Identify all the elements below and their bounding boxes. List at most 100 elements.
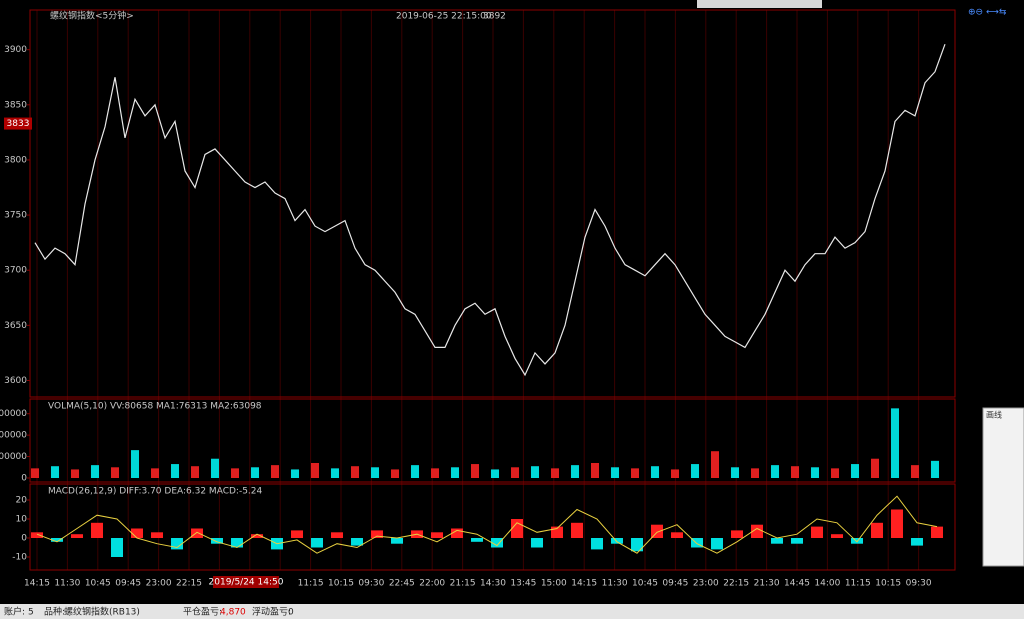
macd-bar xyxy=(211,538,223,544)
x-tick-label: 14:30 xyxy=(480,579,506,589)
macd-bar xyxy=(771,538,783,544)
macd-bar xyxy=(931,526,943,538)
macd-bar xyxy=(391,538,403,544)
y-tick-label: 3850 xyxy=(4,100,27,110)
cursor-label: 2019/5/24 14:50 xyxy=(209,578,284,588)
x-tick-label: 22:45 xyxy=(389,579,415,589)
macd-bar xyxy=(651,524,663,538)
volume-bar xyxy=(751,468,759,478)
macd-bar xyxy=(431,532,443,538)
y-tick-label: 3800 xyxy=(4,155,27,165)
volume-bar xyxy=(871,458,879,478)
y-tick-label: 400000 xyxy=(0,431,27,441)
y-tick-label: 200000 xyxy=(0,452,27,462)
x-tick-label: 14:15 xyxy=(571,579,597,589)
y-tick-label: 600000 xyxy=(0,409,27,419)
macd-bar xyxy=(551,526,563,538)
diff-line xyxy=(36,495,938,554)
volume-bar xyxy=(451,467,459,478)
macd-bar xyxy=(631,538,643,552)
volume-bar xyxy=(291,469,299,478)
macd-bar xyxy=(911,538,923,546)
macd-bar xyxy=(171,538,183,550)
volume-bar xyxy=(511,467,519,478)
macd-frame xyxy=(29,483,956,571)
volume-bar xyxy=(691,464,699,478)
macd-bar xyxy=(91,522,103,538)
pnl: 4,870 xyxy=(220,608,246,618)
macd-bar xyxy=(51,538,63,542)
macd-label: MACD(26,12,9) DIFF:3.70 DEA:6.32 MACD:-5… xyxy=(48,487,263,497)
x-tick-label: 09:45 xyxy=(662,579,688,589)
macd-bar xyxy=(251,534,263,538)
y-tick-label: 3650 xyxy=(4,321,27,331)
x-tick-label: 10:15 xyxy=(328,579,354,589)
account[interactable]: 5 xyxy=(28,608,34,618)
volume-bar xyxy=(891,408,899,478)
x-tick-label: 11:15 xyxy=(845,579,871,589)
volume-bar xyxy=(571,465,579,478)
volume-bar xyxy=(671,469,679,478)
account-label: 账户: xyxy=(4,606,25,618)
macd-bar xyxy=(151,532,163,538)
zoom-icons[interactable]: ⊕⊖ ⟷⇆ xyxy=(968,8,1007,18)
volume-bar xyxy=(231,468,239,478)
volume-bar xyxy=(131,450,139,478)
zoom-icon[interactable]: ⊕⊖ ⟷⇆ xyxy=(968,8,1007,18)
volume-bar xyxy=(151,468,159,478)
macd-bar xyxy=(491,538,503,548)
volume-bar xyxy=(551,468,559,478)
volume-bar xyxy=(591,463,599,478)
macd-bar xyxy=(31,532,43,538)
x-tick-label: 14:00 xyxy=(814,579,840,589)
price-line xyxy=(34,43,946,377)
volume-bar xyxy=(771,465,779,478)
macd-bar xyxy=(291,530,303,538)
macd-bar xyxy=(751,524,763,538)
toolbar[interactable] xyxy=(697,0,822,8)
macd-bar xyxy=(351,538,363,546)
macd-bar xyxy=(571,522,583,538)
macd-bar xyxy=(191,528,203,538)
float: 0 xyxy=(288,608,294,618)
y-tick-label: 0 xyxy=(21,534,27,544)
volume-bar xyxy=(411,465,419,478)
cursor-label-bg xyxy=(213,576,279,588)
volume-bar xyxy=(471,464,479,478)
macd-bar xyxy=(371,530,383,538)
volume-bar xyxy=(71,469,79,478)
current-price: 3833 xyxy=(7,119,30,129)
volume-bar xyxy=(911,465,919,478)
x-tick-label: 23:00 xyxy=(693,579,719,589)
y-tick-label: 3900 xyxy=(4,45,27,55)
macd-bar xyxy=(811,526,823,538)
volume-bar xyxy=(371,467,379,478)
volume-bar xyxy=(391,469,399,478)
x-tick-label: 13:45 xyxy=(510,579,536,589)
y-tick-label: 20 xyxy=(16,496,28,506)
volume-bar xyxy=(531,466,539,478)
x-tick-label: 10:15 xyxy=(875,579,901,589)
volume-bar xyxy=(931,460,939,478)
volume-bar xyxy=(171,464,179,478)
x-tick-label: 15:00 xyxy=(541,579,567,589)
x-tick-label: 14:45 xyxy=(784,579,810,589)
drawing-panel xyxy=(982,407,1024,567)
x-tick-label: 23:00 xyxy=(146,579,172,589)
x-tick-label: 10:45 xyxy=(632,579,658,589)
macd-bar xyxy=(671,532,683,538)
volume-bar xyxy=(651,466,659,478)
macd-bar xyxy=(111,538,123,557)
macd-bar xyxy=(851,538,863,544)
y-tick-label: 3600 xyxy=(4,376,27,386)
macd-bar xyxy=(731,530,743,538)
pnl-label: 平仓盈亏: xyxy=(183,606,222,618)
x-tick-label: 10:45 xyxy=(85,579,111,589)
float-label: 浮动盈亏: xyxy=(252,606,291,618)
macd-bar xyxy=(231,538,243,548)
volume-bar xyxy=(191,466,199,478)
volume-bar xyxy=(431,468,439,478)
symbol[interactable]: 螺纹钢指数(RB13) xyxy=(64,606,140,618)
